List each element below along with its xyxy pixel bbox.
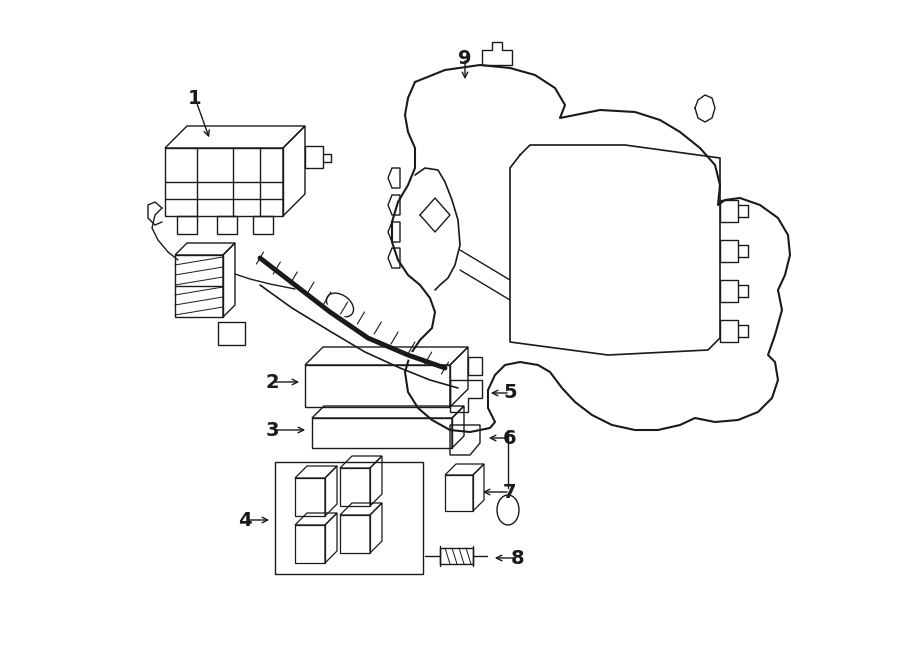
- Text: 7: 7: [503, 483, 517, 502]
- Text: 8: 8: [511, 549, 525, 568]
- Text: 5: 5: [503, 383, 517, 403]
- Text: 2: 2: [266, 373, 279, 391]
- Text: 3: 3: [266, 420, 279, 440]
- Text: 4: 4: [238, 510, 252, 529]
- Text: 6: 6: [503, 428, 517, 447]
- Text: 9: 9: [458, 48, 472, 67]
- Text: 1: 1: [188, 89, 202, 108]
